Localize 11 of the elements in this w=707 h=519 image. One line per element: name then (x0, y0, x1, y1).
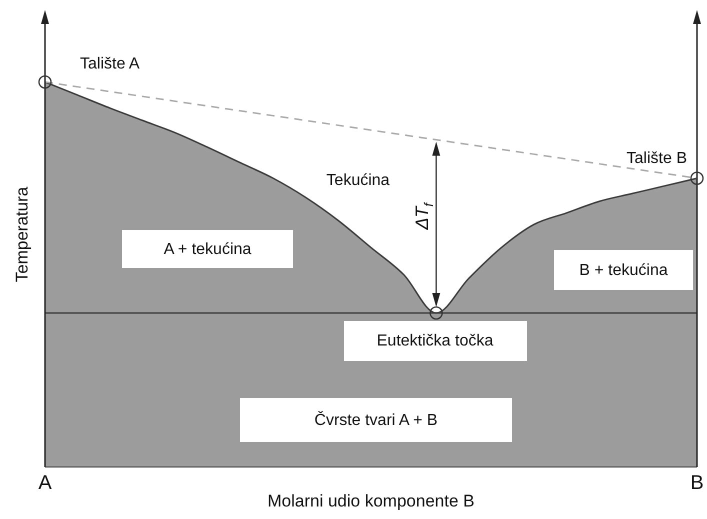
annotation: Tekućina (326, 172, 390, 188)
annotation: A + tekućina (164, 240, 252, 258)
ref-line-label: Eutektička točka (376, 332, 494, 350)
annotation: Talište B (626, 150, 687, 167)
x-tick-label: B (690, 472, 704, 494)
x-axis-title: Molarni udio komponente B (268, 492, 474, 510)
x-tick-label: A (38, 472, 52, 494)
annotation: B + tekućina (579, 262, 668, 278)
y-axis-title: Temperatura (12, 186, 32, 282)
annotation: Čvrste tvari A + B (314, 410, 438, 428)
annotation: Talište A (80, 56, 140, 72)
